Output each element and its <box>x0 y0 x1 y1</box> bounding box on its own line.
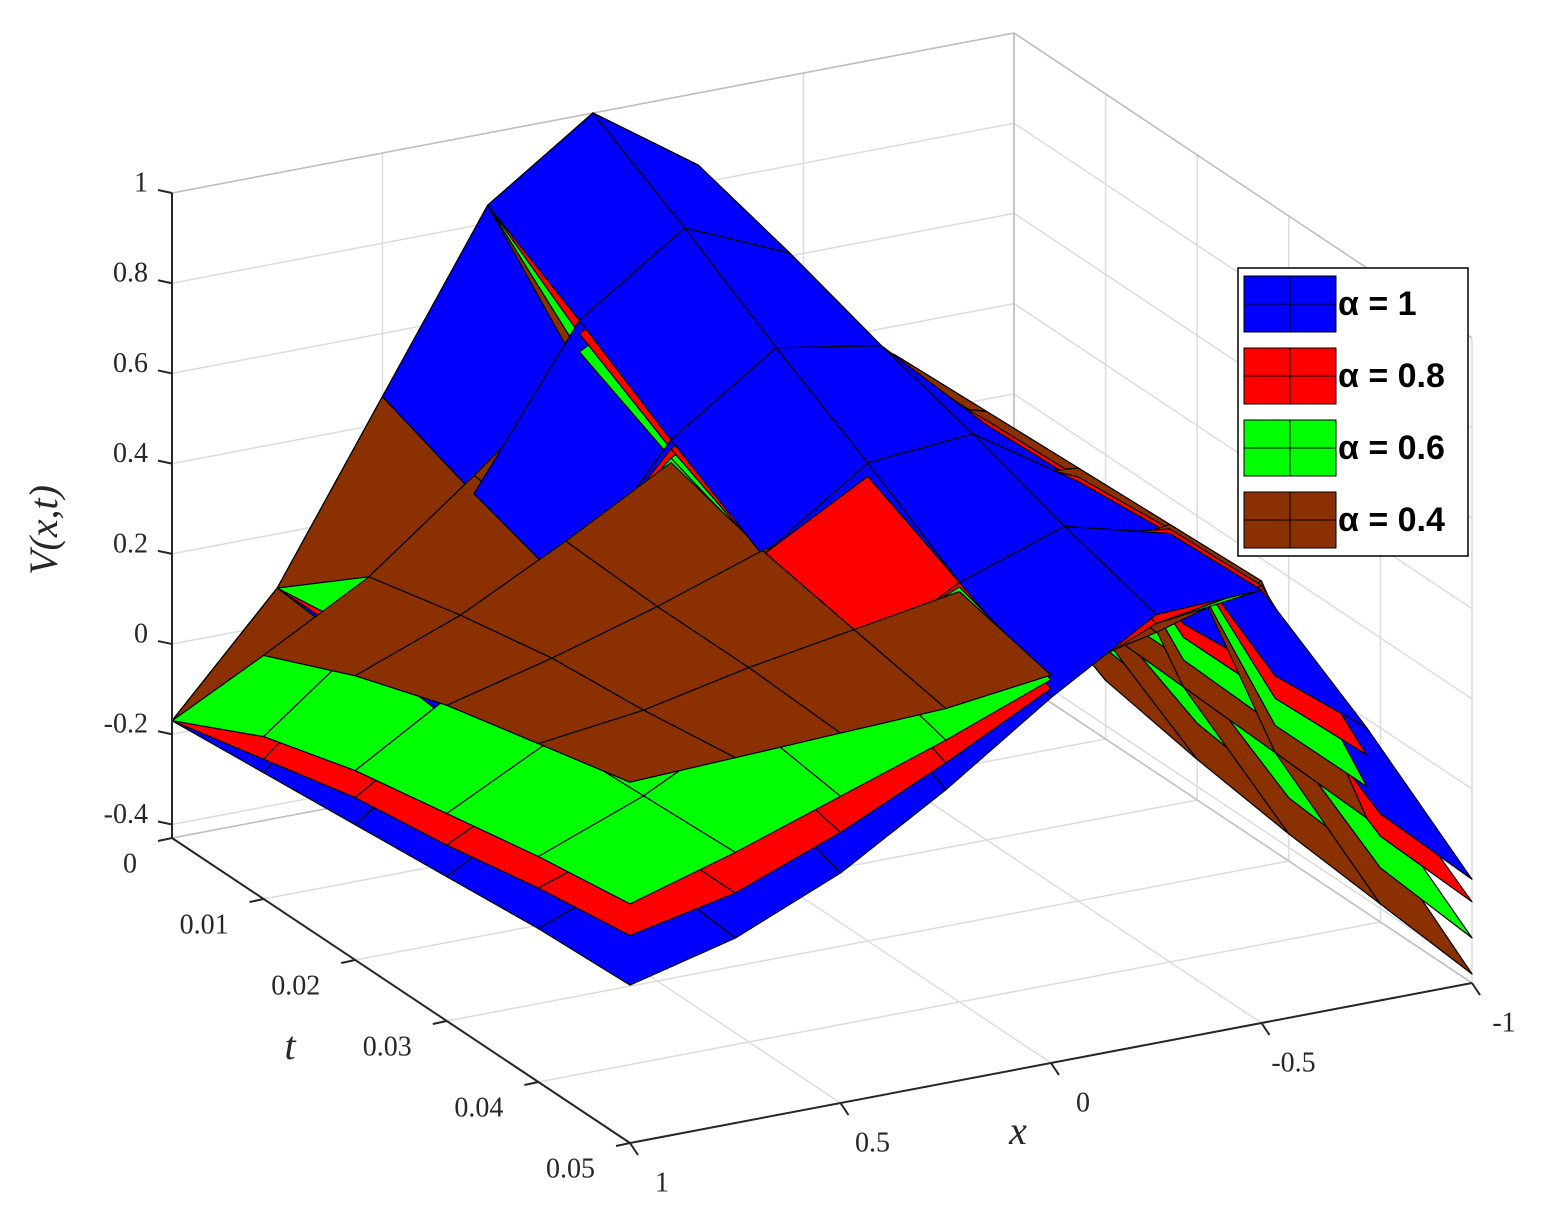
axes: -0.4 -0.2 0 0.2 0.4 0.6 0.8 1 0 0.01 0.02 0.03 0.04 0… <box>21 167 1515 1198</box>
z-tick <box>157 369 173 375</box>
z-tick-label: 1 <box>134 167 148 198</box>
z-tick <box>157 459 173 465</box>
x-tick <box>1260 1022 1271 1036</box>
z-tick <box>157 640 173 646</box>
z-tick-label: 0 <box>134 618 148 649</box>
y-axis-label: t <box>284 1023 296 1068</box>
y-tick <box>432 1020 448 1025</box>
z-tick-label: 0.6 <box>113 348 148 379</box>
y-tick-label: 0.01 <box>180 909 229 940</box>
x-tick <box>629 1142 639 1156</box>
z-tick <box>157 279 173 285</box>
x-tick-label: -1 <box>1492 1007 1515 1038</box>
x-tick <box>839 1102 850 1116</box>
x-tick-label: -0.5 <box>1271 1047 1315 1078</box>
surface-patch <box>537 709 736 783</box>
y-tick <box>249 898 264 903</box>
x-tick-label: 0.5 <box>855 1127 890 1158</box>
y-tick-label: 0.03 <box>363 1031 412 1062</box>
z-tick-label: -0.4 <box>104 799 148 830</box>
legend-label: α = 0.6 <box>1338 429 1445 467</box>
x-tick-label: 1 <box>655 1167 669 1198</box>
z-tick-label: 0.4 <box>113 438 148 469</box>
surface-patch <box>958 525 1157 699</box>
z-axis-label: V(x,t) <box>21 485 66 575</box>
x-tick-label: 0 <box>1076 1087 1090 1118</box>
z-tick-label: 0.2 <box>113 528 148 559</box>
grid-line <box>446 860 1289 1022</box>
y-tick-label: 0.05 <box>546 1153 595 1184</box>
y-tick <box>615 1142 631 1147</box>
legend-label: α = 1 <box>1338 285 1417 323</box>
x-tick <box>1050 1062 1060 1076</box>
surfaces <box>171 112 1473 986</box>
box-edge <box>1013 677 1473 984</box>
z-tick-label: 0.8 <box>113 258 148 289</box>
y-tick-label: 0 <box>123 848 137 879</box>
y-tick-label: 0.04 <box>454 1092 503 1123</box>
legend-label: α = 0.8 <box>1338 357 1445 395</box>
y-tick <box>524 1081 539 1086</box>
z-tick <box>157 730 173 736</box>
y-tick <box>340 959 356 964</box>
surface-patch <box>537 795 736 905</box>
z-tick <box>157 189 173 194</box>
z-tick-label: -0.2 <box>104 709 148 740</box>
z-tick <box>157 820 173 826</box>
legend-label: α = 0.4 <box>1338 501 1445 539</box>
x-axis-label: x <box>1008 1108 1027 1153</box>
grid-line <box>538 921 1381 1083</box>
x-tick <box>1471 982 1481 996</box>
legend: α = 1 α = 0.8 α = 0.6 α = 0.4 <box>1237 267 1469 557</box>
grid-line <box>1013 663 1473 971</box>
z-tick <box>157 549 173 555</box>
y-tick-label: 0.02 <box>271 970 320 1001</box>
y-axis <box>171 837 631 1144</box>
y-tick <box>157 837 173 842</box>
